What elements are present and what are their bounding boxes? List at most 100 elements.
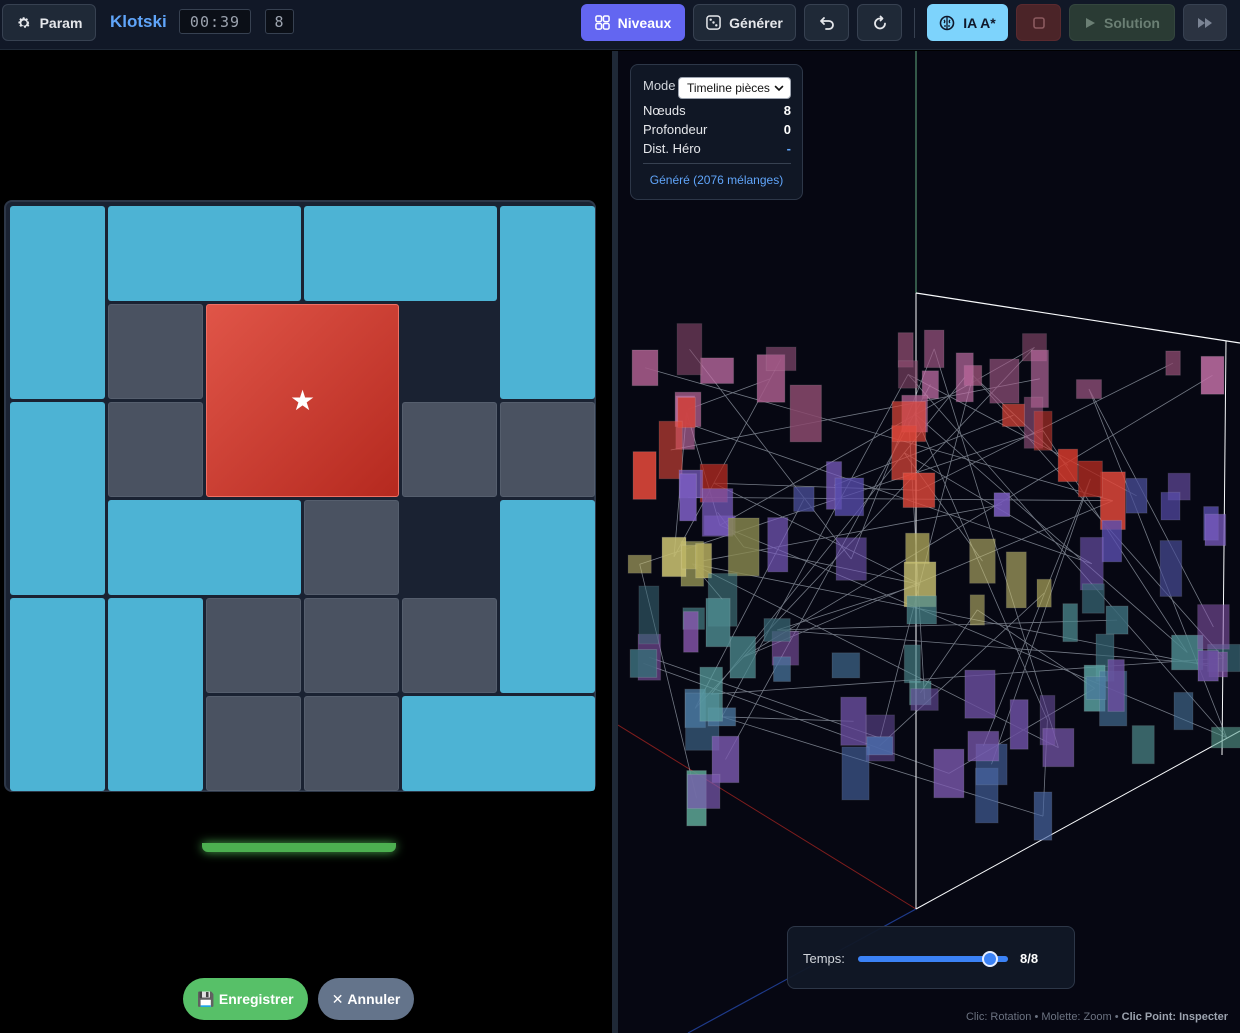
state-node[interactable] xyxy=(1101,519,1123,563)
state-node[interactable] xyxy=(1105,605,1129,635)
state-node[interactable] xyxy=(1107,659,1125,712)
state-node[interactable] xyxy=(1062,603,1078,643)
block-piece[interactable] xyxy=(500,500,595,693)
panel-splitter[interactable] xyxy=(612,51,618,1033)
block-piece[interactable] xyxy=(108,206,301,301)
block-piece[interactable] xyxy=(500,206,595,399)
state-node[interactable] xyxy=(1009,699,1029,750)
small-piece[interactable] xyxy=(108,304,203,399)
block-piece[interactable] xyxy=(304,206,497,301)
state-node[interactable] xyxy=(705,597,731,648)
state-node[interactable] xyxy=(1079,536,1104,591)
block-piece[interactable] xyxy=(108,500,301,595)
cancel-button[interactable]: ✕ Annuler xyxy=(318,978,414,1020)
state-node[interactable] xyxy=(1077,460,1103,498)
timeline-slider-thumb[interactable] xyxy=(982,951,998,967)
state-node[interactable] xyxy=(676,323,703,376)
save-button[interactable]: 💾 Enregistrer xyxy=(183,978,308,1020)
state-node[interactable] xyxy=(638,585,660,645)
state-node[interactable] xyxy=(629,649,658,678)
state-node[interactable] xyxy=(834,477,865,517)
generate-button[interactable]: Générer xyxy=(693,4,796,41)
state-node[interactable] xyxy=(1165,350,1181,376)
state-node[interactable] xyxy=(1085,676,1107,700)
state-node[interactable] xyxy=(969,538,996,584)
hero-piece[interactable]: ★ xyxy=(206,304,399,497)
state-node[interactable] xyxy=(793,486,815,512)
state-node[interactable] xyxy=(831,652,861,679)
small-piece[interactable] xyxy=(500,402,595,497)
state-node[interactable] xyxy=(1042,728,1075,768)
state-node[interactable] xyxy=(763,618,791,642)
state-node[interactable] xyxy=(1075,379,1102,400)
small-piece[interactable] xyxy=(402,598,497,693)
state-node[interactable] xyxy=(695,543,713,579)
small-piece[interactable] xyxy=(304,500,399,595)
state-node[interactable] xyxy=(1160,491,1181,521)
state-node[interactable] xyxy=(891,400,927,443)
state-node[interactable] xyxy=(679,473,697,522)
state-node[interactable] xyxy=(767,517,789,573)
state-node[interactable] xyxy=(1173,691,1194,731)
state-node[interactable] xyxy=(627,554,652,574)
state-node[interactable] xyxy=(906,595,937,625)
state-node[interactable] xyxy=(835,537,867,581)
state-node[interactable] xyxy=(993,492,1011,517)
state-node[interactable] xyxy=(923,329,945,369)
puzzle-board[interactable]: ★ xyxy=(4,200,596,792)
state-node[interactable] xyxy=(955,352,974,403)
state-node[interactable] xyxy=(840,696,867,746)
scene-canvas[interactable] xyxy=(618,51,1240,1033)
state-node[interactable] xyxy=(897,360,919,389)
state-node[interactable] xyxy=(699,666,724,722)
block-piece[interactable] xyxy=(402,696,595,791)
state-node[interactable] xyxy=(1131,725,1155,765)
state-node[interactable] xyxy=(910,688,939,711)
timeline-slider[interactable] xyxy=(858,951,1008,967)
state-node[interactable] xyxy=(841,746,870,801)
state-node[interactable] xyxy=(905,532,930,565)
fast-forward-button[interactable] xyxy=(1183,4,1227,41)
block-piece[interactable] xyxy=(10,598,105,791)
small-piece[interactable] xyxy=(206,696,301,791)
state-node[interactable] xyxy=(1005,551,1027,609)
state-node[interactable] xyxy=(1033,410,1053,451)
stop-button[interactable] xyxy=(1016,4,1061,41)
state-node[interactable] xyxy=(1036,578,1052,608)
ai-solver-button[interactable]: IA A* xyxy=(927,4,1008,41)
small-piece[interactable] xyxy=(108,402,203,497)
settings-button[interactable]: Param xyxy=(2,4,96,41)
state-node[interactable] xyxy=(1211,726,1240,749)
block-piece[interactable] xyxy=(108,598,203,791)
state-node[interactable] xyxy=(1081,583,1105,614)
state-node[interactable] xyxy=(681,544,698,570)
state-node[interactable] xyxy=(1001,403,1025,428)
state-node[interactable] xyxy=(789,384,822,443)
state-node[interactable] xyxy=(902,472,936,508)
state-node[interactable] xyxy=(1204,513,1227,547)
state-node[interactable] xyxy=(866,736,894,756)
state-node[interactable] xyxy=(989,358,1020,404)
state-node[interactable] xyxy=(1197,604,1230,650)
state-node[interactable] xyxy=(773,656,791,682)
state-node[interactable] xyxy=(686,773,721,810)
mode-select[interactable]: Timeline pièces xyxy=(678,77,791,99)
small-piece[interactable] xyxy=(304,696,399,791)
state-node[interactable] xyxy=(969,594,986,626)
reset-button[interactable] xyxy=(857,4,902,41)
state-node[interactable] xyxy=(964,669,996,719)
state-node[interactable] xyxy=(700,357,735,384)
state-node[interactable] xyxy=(632,451,657,500)
state-node[interactable] xyxy=(1159,540,1183,597)
state-space-3d-view[interactable] xyxy=(618,51,1240,1033)
state-node[interactable] xyxy=(1197,650,1219,682)
state-node[interactable] xyxy=(1057,448,1079,483)
state-node[interactable] xyxy=(1033,791,1053,841)
undo-button[interactable] xyxy=(804,4,849,41)
state-node[interactable] xyxy=(1125,477,1148,514)
state-node[interactable] xyxy=(658,420,683,480)
state-node[interactable] xyxy=(727,517,760,577)
solution-button[interactable]: Solution xyxy=(1069,4,1175,41)
state-node[interactable] xyxy=(631,349,659,387)
state-node[interactable] xyxy=(933,748,965,799)
